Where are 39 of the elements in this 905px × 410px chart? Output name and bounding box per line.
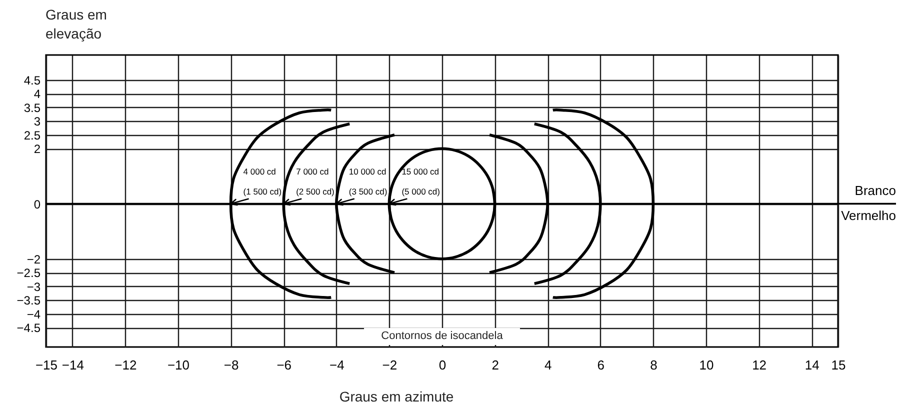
y-tick-label: 4 [34,87,41,102]
x-tick-label: −4 [329,358,344,372]
y-tick-label: −2.5 [16,266,41,280]
x-tick-label: −6 [276,358,292,372]
annotation: 4 000 cd (1 500 cd) [243,166,282,196]
x-tick-label: 12 [752,358,767,372]
x-tick-label: −2 [382,358,398,372]
x-tick-label: −12 [114,358,137,372]
x-axis-title: Graus em azimute [339,388,454,404]
x-tick-label: 2 [492,358,499,372]
x-tick-label: −10 [167,358,190,372]
y-tick-label: 4.5 [24,73,41,88]
text: Vermelho [841,208,896,223]
x-tick-label: −8 [224,358,239,372]
y-tick-label: 2 [34,142,41,156]
annotation: 10 000 cd (3 500 cd) [348,166,388,196]
x-tick-label: 8 [650,358,658,372]
x-tick-label: 15 [831,358,846,372]
x-tick-label: −15 [35,358,58,372]
text: Branco [854,182,896,198]
x-tick-label: 10 [699,358,714,372]
y-tick-label: 3 [34,114,41,129]
y-tick-label: 0 [34,197,41,212]
y-axis-title: Graus em elevação [46,6,107,42]
annotation: Contornos de isocandela [381,330,504,342]
y-tick-label: 2.5 [24,128,41,142]
x-tick-label: 6 [597,358,605,372]
x-tick-label: 4 [544,358,552,372]
y-tick-label: −4 [26,307,41,322]
y-tick-label: −4.5 [16,321,41,336]
y-tick-label: −2 [26,252,41,266]
y-tick-label: −3.5 [16,294,41,308]
x-tick-label: −14 [62,358,84,372]
y-tick-label: −3 [26,280,41,294]
annotation: 15 000 cd (5 000 cd) [402,166,440,196]
x-tick-label: 0 [438,358,446,372]
annotation: 7 000 cd (2 500 cd) [296,166,335,196]
x-tick-label: 14 [804,358,820,372]
y-tick-label: 3.5 [24,100,41,115]
